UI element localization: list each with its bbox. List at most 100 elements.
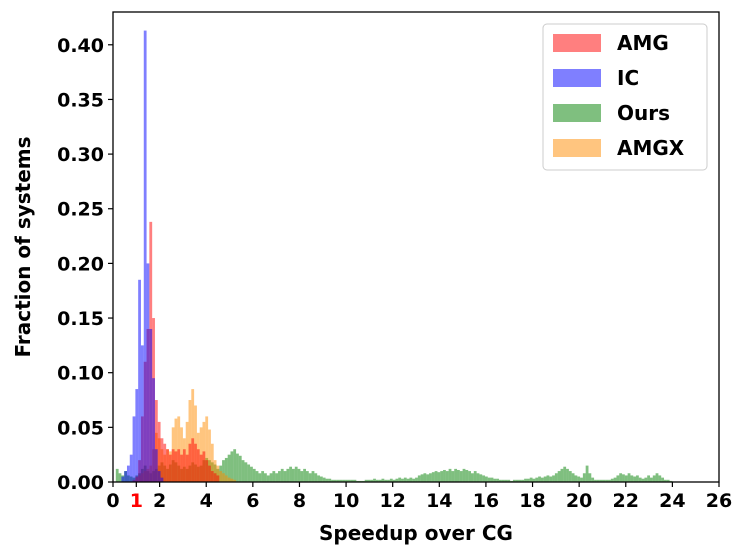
bar-amg [194,443,197,482]
bar-ours [266,475,270,482]
bar-ours [370,479,374,482]
bar-amg [188,443,192,482]
bar-ours [347,479,351,482]
bar-ours [493,478,497,482]
bar-ours [233,449,237,482]
bar-ours [406,478,410,482]
legend-label-amg: AMG [617,31,669,55]
bar-ours [252,468,256,482]
bar-ours [580,477,583,482]
x-tick-label: 2 [153,490,166,512]
bar-amgx [230,478,234,482]
bar-ic [132,416,136,482]
bar-ours [627,473,631,482]
bar-amgx [210,443,214,482]
bar-ours [426,474,430,482]
bar-ic [154,449,158,482]
bar-ours [524,478,527,482]
bar-ours [658,475,662,482]
bar-ours [454,468,458,482]
bar-amg [177,449,181,482]
bar-ours [613,477,617,482]
bar-ours [644,477,648,482]
bar-ic [146,263,150,482]
bar-ours [294,466,298,482]
legend-frame [542,23,708,171]
bar-amg [160,438,164,482]
bar-ours [473,471,477,482]
bar-ours [387,479,390,482]
bar-ours [115,468,119,482]
bar-amgx [213,460,217,482]
y-tick-label: 0.25 [57,199,104,221]
bar-ours [398,477,402,482]
bar-amgx [233,479,237,482]
bar-amg [196,449,200,482]
bar-ours [314,473,318,482]
bar-amg [174,451,178,482]
x-tick-label: 10 [333,490,359,512]
bar-ours [451,471,455,482]
bar-ours [224,457,228,482]
bars-layer [115,30,673,483]
bar-ours [498,479,502,482]
legend-swatch-ic [553,69,601,87]
y-tick-label: 0.00 [57,472,104,494]
bar-amg [180,454,183,482]
bar-amg [199,454,203,482]
bar-ours [336,479,340,482]
legend-swatch-ours [553,104,601,122]
bar-ours [227,454,231,482]
bar-ours [333,479,337,482]
bar-ours [415,477,418,482]
bar-ic [121,476,125,482]
bar-ours [566,468,569,482]
legend-swatch-amgx [553,139,601,157]
bar-ours [364,479,368,482]
bar-ours [283,471,287,482]
bar-amg [154,400,158,482]
bar-ours [585,465,589,482]
bar-ours [622,474,625,482]
bar-ours [350,479,354,482]
bar-ours [375,479,379,482]
bar-amgx [208,429,211,482]
bar-amgx [227,477,231,482]
bar-amgx [174,418,178,482]
bar-ic [157,471,161,482]
bar-amg [216,475,220,482]
bar-ours [633,476,637,482]
bar-amgx [188,400,192,482]
bar-ic [149,328,153,482]
bar-ours [574,475,578,482]
bar-ours [222,460,225,482]
bar-ours [540,477,544,482]
legend-label-ic: IC [617,66,639,90]
bar-ours [619,473,623,482]
bar-ours [319,476,323,482]
bar-ours [437,472,441,482]
bar-ours [636,475,639,482]
bar-ours [638,477,642,482]
bar-ours [532,478,536,482]
bar-ours [588,473,592,482]
bar-ours [420,474,424,482]
legend-swatch-amg [553,34,601,52]
bar-ours [241,460,245,482]
legend-label-amgx: AMGX [617,136,685,160]
bar-amg [191,438,195,482]
bar-amg [208,465,211,482]
bar-ours [308,473,312,482]
bar-ic [126,465,130,482]
bar-ours [535,477,539,482]
bar-ours [322,477,326,482]
x-tick-label: 8 [293,490,306,512]
bar-ours [258,473,262,482]
bar-ours [468,471,472,482]
bar-ours [577,476,581,482]
ticks-layer: 0 1 2 4 6 8 10 12 14 16 18 20 22 24 260.000.050.100.15… [57,35,732,512]
y-tick-label: 0.30 [57,144,104,166]
axes-layer [112,11,720,483]
plot-frame [112,11,720,483]
